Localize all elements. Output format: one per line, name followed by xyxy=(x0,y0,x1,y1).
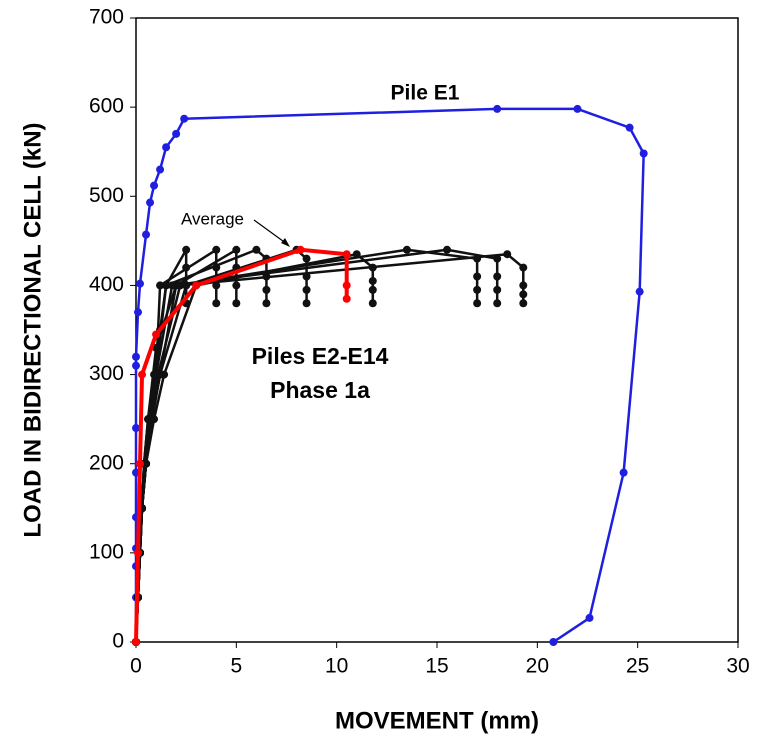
point xyxy=(172,129,181,138)
point xyxy=(142,230,151,239)
point xyxy=(302,299,311,308)
y-axis-title: LOAD IN BIDIRECTIONAL CELL (kN) xyxy=(19,122,46,537)
y-tick-label: 100 xyxy=(89,540,124,563)
point xyxy=(493,272,502,281)
point xyxy=(619,468,628,477)
point xyxy=(212,245,221,254)
point xyxy=(132,424,140,433)
point xyxy=(473,272,482,281)
point xyxy=(156,281,165,290)
y-tick-label: 500 xyxy=(89,184,124,207)
point xyxy=(473,285,482,294)
point xyxy=(232,245,241,254)
point xyxy=(136,279,145,288)
y-tick-label: 0 xyxy=(112,630,124,653)
point xyxy=(150,181,159,190)
point xyxy=(342,250,351,259)
point xyxy=(625,123,634,132)
x-tick-label: 5 xyxy=(230,655,242,678)
series-line xyxy=(134,247,349,643)
point xyxy=(192,281,201,290)
point xyxy=(573,104,582,113)
point xyxy=(132,361,140,370)
x-tick-label: 15 xyxy=(425,655,448,678)
point xyxy=(162,281,171,290)
point xyxy=(302,285,311,294)
x-tick-label: 10 xyxy=(325,655,348,678)
point xyxy=(252,245,261,254)
pile-e1-label: Pile E1 xyxy=(391,82,460,105)
point xyxy=(152,330,161,339)
point xyxy=(368,299,377,308)
point xyxy=(180,114,189,123)
x-axis-title: MOVEMENT (mm) xyxy=(335,707,539,734)
point xyxy=(138,370,147,379)
y-tick-label: 700 xyxy=(89,6,124,29)
point xyxy=(519,290,528,299)
point xyxy=(519,281,528,290)
point xyxy=(154,370,163,379)
point xyxy=(519,299,528,308)
point xyxy=(232,281,241,290)
average-arrow-head xyxy=(281,238,290,247)
point xyxy=(368,276,377,285)
series-line xyxy=(134,248,308,643)
point xyxy=(342,281,351,290)
point xyxy=(212,299,221,308)
phase-label: Phase 1a xyxy=(270,377,370,403)
average-arrow xyxy=(253,219,288,245)
series-line xyxy=(134,252,525,643)
point xyxy=(519,263,528,272)
point xyxy=(493,299,502,308)
x-tick-label: 25 xyxy=(626,655,649,678)
point xyxy=(368,285,377,294)
point xyxy=(302,254,311,263)
y-tick-label: 300 xyxy=(89,362,124,385)
point xyxy=(402,245,411,254)
series-line xyxy=(134,248,238,643)
point xyxy=(162,143,171,152)
point xyxy=(134,548,143,557)
point xyxy=(639,149,648,158)
point xyxy=(262,299,271,308)
point xyxy=(232,299,241,308)
point xyxy=(493,285,502,294)
point xyxy=(493,254,502,263)
point xyxy=(585,613,594,622)
point xyxy=(473,299,482,308)
point xyxy=(182,245,191,254)
point xyxy=(635,287,644,296)
point xyxy=(262,285,271,294)
point xyxy=(503,250,512,259)
y-tick-label: 600 xyxy=(89,95,124,118)
y-tick-label: 400 xyxy=(89,273,124,296)
x-tick-label: 30 xyxy=(726,655,749,678)
x-tick-label: 0 xyxy=(130,655,142,678)
average-label: Average xyxy=(181,209,244,228)
point xyxy=(443,245,452,254)
point xyxy=(136,459,145,468)
point xyxy=(148,415,157,424)
point xyxy=(493,104,502,113)
point xyxy=(549,638,558,646)
point xyxy=(342,294,351,303)
point xyxy=(146,198,155,207)
point xyxy=(296,245,305,254)
point xyxy=(142,459,151,468)
point xyxy=(132,352,140,361)
point xyxy=(134,308,143,317)
series-line xyxy=(134,107,645,644)
series-line xyxy=(134,248,268,643)
piles-label: Piles E2-E14 xyxy=(252,343,389,369)
point xyxy=(156,165,165,174)
point xyxy=(132,638,140,646)
point xyxy=(176,281,185,290)
series-line xyxy=(134,248,499,643)
x-tick-label: 20 xyxy=(526,655,549,678)
y-tick-label: 200 xyxy=(89,451,124,474)
point xyxy=(168,281,177,290)
